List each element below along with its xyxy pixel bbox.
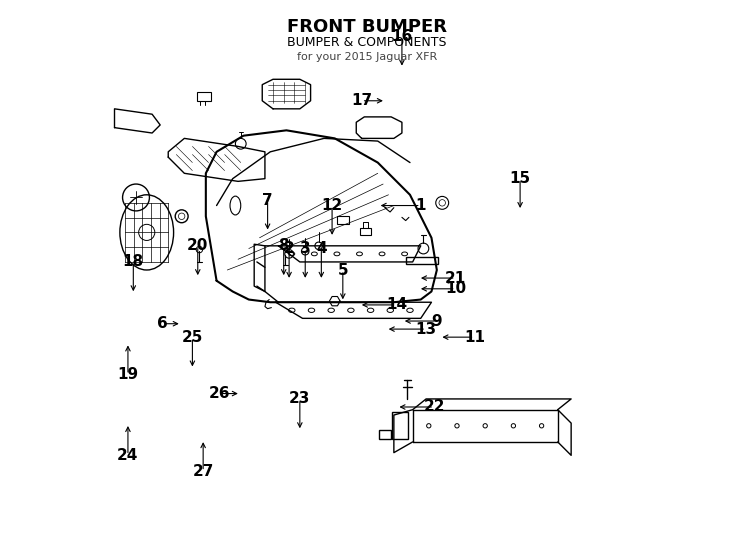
Text: 25: 25 (182, 329, 203, 345)
Text: 27: 27 (192, 464, 214, 479)
Text: 14: 14 (386, 298, 407, 313)
Text: 5: 5 (338, 262, 348, 278)
Text: 2: 2 (284, 241, 294, 256)
Text: 26: 26 (208, 386, 230, 401)
Text: 23: 23 (289, 392, 310, 407)
Text: for your 2015 Jaguar XFR: for your 2015 Jaguar XFR (297, 52, 437, 63)
Text: FRONT BUMPER: FRONT BUMPER (287, 17, 447, 36)
Text: 12: 12 (321, 198, 343, 213)
Text: 4: 4 (316, 241, 327, 256)
Text: 16: 16 (391, 29, 413, 44)
Text: 13: 13 (415, 322, 437, 336)
Text: 19: 19 (117, 367, 139, 382)
Bar (197, 92, 211, 102)
Text: BUMPER & COMPONENTS: BUMPER & COMPONENTS (287, 36, 447, 49)
Text: 10: 10 (445, 281, 466, 296)
Text: 11: 11 (464, 329, 485, 345)
Text: 7: 7 (262, 193, 273, 208)
Text: 20: 20 (187, 238, 208, 253)
Text: 22: 22 (424, 400, 445, 415)
Text: 21: 21 (445, 271, 466, 286)
Text: 17: 17 (351, 93, 372, 109)
Text: 8: 8 (278, 238, 289, 253)
Text: 9: 9 (432, 314, 442, 328)
Bar (379, 429, 391, 439)
Text: 3: 3 (300, 241, 310, 256)
Text: 15: 15 (509, 171, 531, 186)
Bar (360, 228, 371, 234)
Text: 24: 24 (117, 448, 139, 463)
Bar (338, 217, 349, 224)
Text: 18: 18 (123, 254, 144, 269)
Text: 1: 1 (415, 198, 426, 213)
Text: 6: 6 (158, 316, 168, 331)
